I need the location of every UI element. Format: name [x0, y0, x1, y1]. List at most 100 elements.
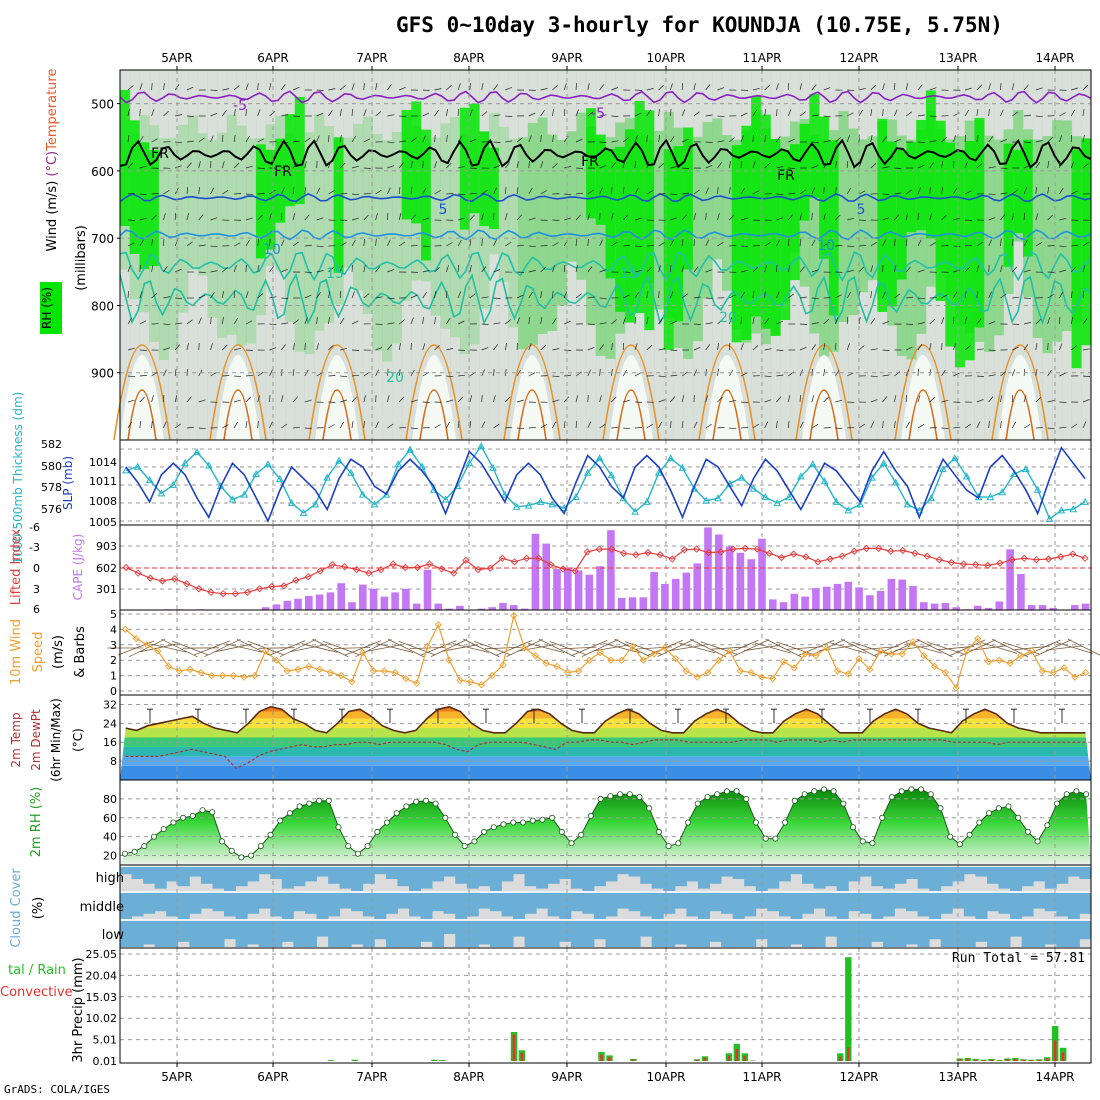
cape-bar [952, 607, 960, 610]
wind-barb-10m [538, 638, 576, 658]
cape-bar [704, 527, 712, 610]
wind-barb [481, 213, 484, 221]
wind-barb [952, 160, 955, 169]
wind-barb [976, 399, 984, 403]
rh-point [335, 824, 342, 831]
wind-speed-point [887, 650, 896, 658]
cloud-cell [189, 921, 202, 947]
rh-gray-cell [411, 70, 422, 440]
wind-barb [1071, 244, 1079, 247]
wind-barb-10m [981, 642, 1018, 654]
wind-barb [221, 291, 224, 299]
rh-point [170, 819, 177, 826]
rh-mid-cell [586, 127, 597, 326]
precip-total-bar [439, 1060, 446, 1061]
wind-barb [398, 162, 404, 169]
pressure-tick-label: 900 [91, 367, 114, 381]
rh-point [937, 805, 944, 812]
rh-green-cell [780, 149, 791, 320]
rh-point [461, 843, 468, 850]
wind-barb [776, 291, 780, 299]
wind-barb [752, 317, 755, 325]
wind-barb-10m [970, 645, 1007, 651]
li-point [595, 545, 604, 553]
cloud-cell [975, 867, 988, 877]
cloud-cell [663, 867, 676, 891]
rh-mid-cell [187, 115, 199, 270]
wind-barb [127, 219, 136, 221]
isotherm-label: 20 [386, 370, 404, 386]
cloud-cell [940, 921, 953, 947]
wind-speed-point [272, 656, 281, 664]
rh-mid-cell [343, 137, 354, 268]
wind-barb [905, 421, 910, 429]
wind-barb [469, 109, 473, 117]
wind-barb [210, 245, 218, 248]
wind-barb [446, 242, 453, 247]
wind-barb [127, 399, 135, 403]
precip-tick-label: 20.04 [86, 969, 118, 982]
cape-bar [315, 594, 324, 610]
wind-barb [575, 109, 579, 117]
wind-barb [351, 421, 354, 429]
cloud-cell [1056, 921, 1069, 947]
cloud-cell [305, 893, 317, 914]
wind-barb [799, 111, 806, 117]
cape-tick-label: 301 [96, 583, 117, 596]
thickness-point [761, 493, 770, 501]
wind-barb [469, 214, 475, 221]
li-point [789, 550, 798, 558]
wind-barb [351, 291, 355, 299]
precip-conv-bar [512, 1034, 516, 1061]
rh-point [898, 788, 905, 795]
cloud-cell [906, 921, 918, 945]
wind-barb [611, 343, 614, 351]
rh-mid-cell [722, 135, 733, 291]
wind-barb [811, 368, 813, 377]
thickness-point [276, 474, 284, 482]
wind-barb [257, 420, 259, 429]
wind-barb [175, 165, 182, 169]
wind-barb [634, 187, 639, 195]
wind-speed-point [143, 641, 151, 649]
cloud-cell [836, 921, 849, 947]
wind-barb [446, 162, 452, 169]
rh-mid-cell [285, 133, 296, 322]
rh-gray-cell [314, 70, 325, 440]
wind-barb [740, 291, 745, 299]
rh-point [510, 819, 517, 826]
wind-speed-point [413, 679, 421, 687]
wind-barb [469, 265, 472, 273]
wind-barb [552, 348, 560, 351]
cape-bar [510, 605, 518, 610]
cloud-cell [177, 867, 190, 887]
wind-speed-point [876, 647, 885, 655]
wind-barb [764, 399, 772, 403]
precip-conv-bar [839, 1056, 842, 1061]
wind-barb [174, 212, 177, 221]
wind-barb [304, 187, 307, 195]
rh-point [1024, 828, 1031, 835]
wind-barb [351, 349, 360, 351]
precip-run-total: Run Total = 57.81 [952, 951, 1085, 966]
cape-bar [337, 583, 345, 610]
wind-barb [646, 345, 653, 351]
wind-speed-point [380, 667, 388, 675]
cloud-cell [362, 867, 375, 884]
cloud-cell [351, 867, 364, 891]
li-point [183, 580, 191, 588]
wind-barb [457, 291, 462, 299]
cape-bar [725, 546, 734, 610]
date-label-bottom: 10APR [646, 1070, 685, 1084]
rh-green-cell [333, 137, 344, 273]
cloud-cell [420, 867, 433, 889]
wind-barb [493, 165, 501, 169]
wind-barb [481, 238, 483, 247]
wind-barb [788, 293, 795, 299]
wind-barb [363, 265, 366, 273]
wind-barb [905, 266, 911, 273]
cloud-cell [802, 921, 814, 947]
li-point [231, 590, 239, 598]
wind-barb [658, 135, 661, 143]
precip-conv-bar [735, 1049, 739, 1061]
